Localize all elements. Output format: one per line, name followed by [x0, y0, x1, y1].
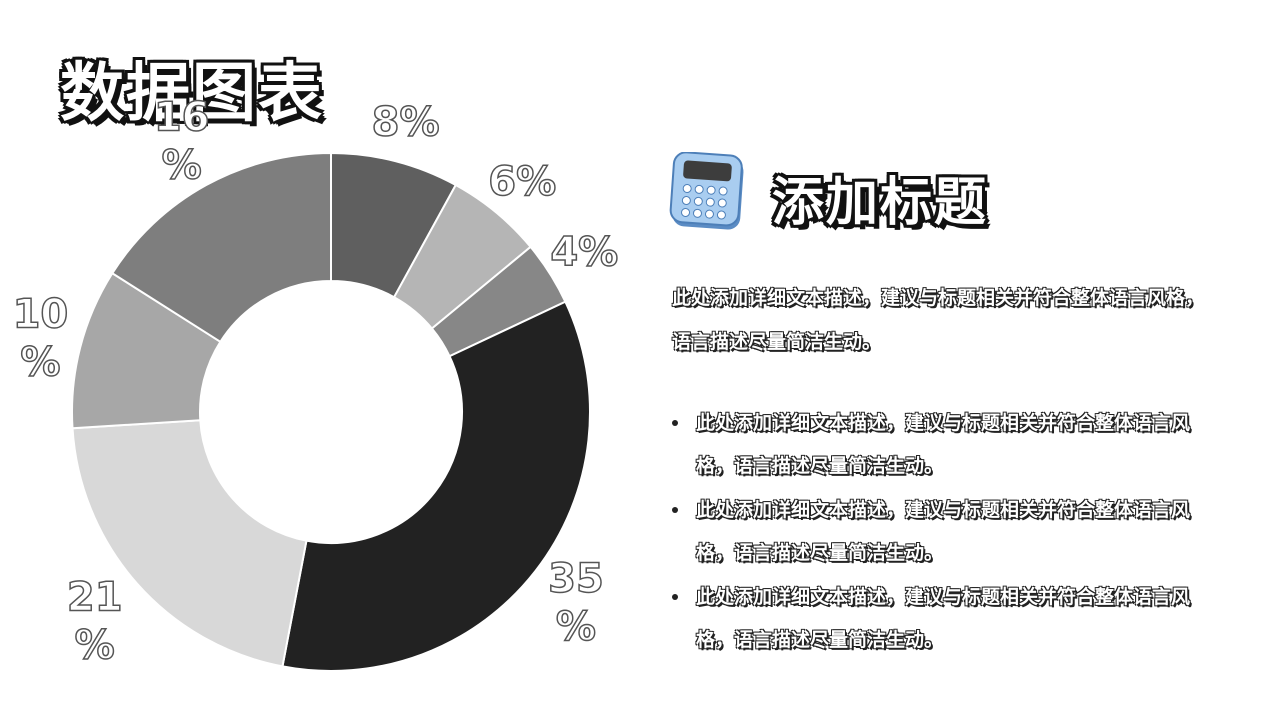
section-title: 添加标题: [772, 173, 989, 233]
bullet-dot: [672, 594, 678, 600]
slice-label: 8%: [372, 99, 440, 145]
bullet-list: 此处添加详细文本描述，建议与标题相关并符合整体语言风格，语言描述尽量简洁生动。 …: [672, 402, 1212, 663]
slice-label: 21%: [67, 574, 123, 668]
slice-label: 4%: [550, 229, 618, 275]
donut-slice: [281, 300, 591, 672]
calculator-icon: [668, 151, 748, 232]
bullet-dot: [672, 420, 678, 426]
page-title: 数据图表: [60, 57, 324, 131]
bullet-dot: [672, 507, 678, 513]
slice-label: 35%: [548, 556, 604, 650]
donut-slice: [71, 419, 308, 668]
list-item: 此处添加详细文本描述，建议与标题相关并符合整体语言风格，语言描述尽量简洁生动。: [672, 489, 1212, 576]
bullet-text: 此处添加详细文本描述，建议与标题相关并符合整体语言风格，语言描述尽量简洁生动。: [696, 412, 1191, 477]
bullet-text: 此处添加详细文本描述，建议与标题相关并符合整体语言风格，语言描述尽量简洁生动。: [696, 586, 1191, 651]
list-item: 此处添加详细文本描述，建议与标题相关并符合整体语言风格，语言描述尽量简洁生动。: [672, 402, 1212, 489]
slice-label: 6%: [488, 159, 556, 205]
bullet-text: 此处添加详细文本描述，建议与标题相关并符合整体语言风格，语言描述尽量简洁生动。: [696, 499, 1191, 564]
donut-slice: [110, 151, 332, 344]
intro-text: 此处添加详细文本描述，建议与标题相关并符合整体语言风格，语言描述尽量简洁生动。: [672, 287, 1205, 353]
slice-label: 16%: [154, 94, 210, 188]
slice-label: 10%: [13, 291, 69, 385]
list-item: 此处添加详细文本描述，建议与标题相关并符合整体语言风格，语言描述尽量简洁生动。: [672, 576, 1212, 663]
